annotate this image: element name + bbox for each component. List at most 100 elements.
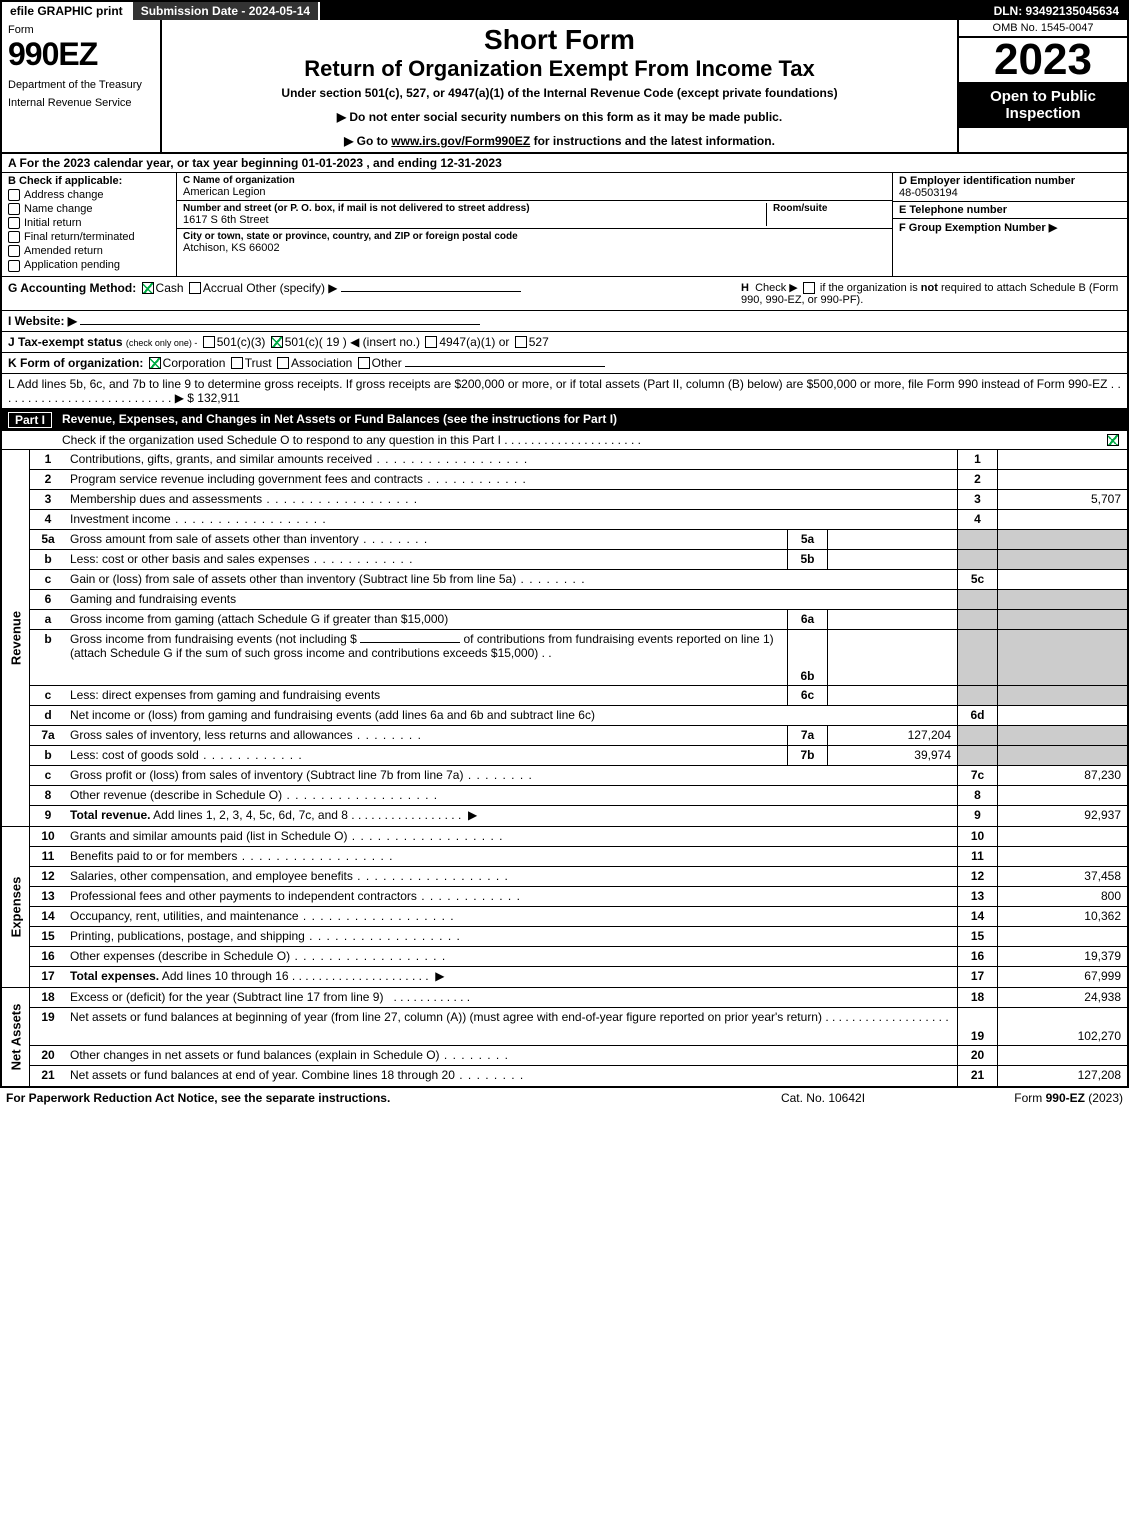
- org-street: 1617 S 6th Street: [183, 214, 766, 226]
- chk-association[interactable]: [277, 357, 289, 369]
- tax-year: 2023: [959, 38, 1127, 82]
- line-5b: bLess: cost or other basis and sales exp…: [30, 550, 1127, 570]
- amt-3: 5,707: [997, 490, 1127, 509]
- submission-date: Submission Date - 2024-05-14: [133, 2, 320, 20]
- chk-501c[interactable]: [271, 336, 283, 348]
- line-h: H Check ▶ if the organization is not req…: [741, 281, 1121, 306]
- line-6a: aGross income from gaming (attach Schedu…: [30, 610, 1127, 630]
- amt-21: 127,208: [997, 1066, 1127, 1086]
- row-l: L Add lines 5b, 6c, and 7b to line 9 to …: [2, 374, 1127, 409]
- line-7b: bLess: cost of goods sold7b39,974: [30, 746, 1127, 766]
- line-13: 13Professional fees and other payments t…: [30, 887, 1127, 907]
- irs-label: Internal Revenue Service: [8, 97, 154, 109]
- revenue-label: Revenue: [2, 450, 30, 826]
- chk-accrual[interactable]: [189, 282, 201, 294]
- part-i-sub: Check if the organization used Schedule …: [2, 431, 1127, 450]
- amt-17: 67,999: [997, 967, 1127, 987]
- expenses-section: Expenses 10Grants and similar amounts pa…: [2, 827, 1127, 988]
- line-5a: 5aGross amount from sale of assets other…: [30, 530, 1127, 550]
- line-16: 16Other expenses (describe in Schedule O…: [30, 947, 1127, 967]
- short-form-title: Short Form: [168, 24, 951, 56]
- section-b: B Check if applicable: Address change Na…: [2, 173, 177, 276]
- part-i-bar: Part I Revenue, Expenses, and Changes in…: [2, 409, 1127, 431]
- form-number: 990EZ: [8, 36, 154, 73]
- line-a: A For the 2023 calendar year, or tax yea…: [2, 154, 1127, 173]
- footer-cat: Cat. No. 10642I: [723, 1091, 923, 1105]
- chk-address-change[interactable]: Address change: [8, 189, 170, 201]
- line-6b: bGross income from fundraising events (n…: [30, 630, 1127, 686]
- chk-name-change[interactable]: Name change: [8, 203, 170, 215]
- section-b-c-d: B Check if applicable: Address change Na…: [2, 173, 1127, 277]
- irs-link[interactable]: www.irs.gov/Form990EZ: [391, 134, 530, 148]
- org-name: American Legion: [183, 186, 886, 198]
- line-3: 3Membership dues and assessments35,707: [30, 490, 1127, 510]
- line-1: 1Contributions, gifts, grants, and simil…: [30, 450, 1127, 470]
- chk-final-return[interactable]: Final return/terminated: [8, 231, 170, 243]
- section-d: D Employer identification number 48-0503…: [892, 173, 1127, 276]
- amt-7c: 87,230: [997, 766, 1127, 785]
- net-assets-section: Net Assets 18Excess or (deficit) for the…: [2, 988, 1127, 1086]
- row-j: J Tax-exempt status (check only one) - 5…: [2, 332, 1127, 353]
- form-header: Form 990EZ Department of the Treasury In…: [2, 20, 1127, 154]
- amt-12: 37,458: [997, 867, 1127, 886]
- chk-application-pending[interactable]: Application pending: [8, 259, 170, 271]
- open-inspection: Open to Public Inspection: [959, 82, 1127, 128]
- revenue-section: Revenue 1Contributions, gifts, grants, a…: [2, 450, 1127, 827]
- line-4: 4Investment income4: [30, 510, 1127, 530]
- line-21: 21Net assets or fund balances at end of …: [30, 1066, 1127, 1086]
- footer-right: Form 990-EZ (2023): [923, 1091, 1123, 1105]
- amt-9: 92,937: [997, 806, 1127, 826]
- amt-13: 800: [997, 887, 1127, 906]
- val-7a: 127,204: [827, 726, 957, 745]
- line-9: 9Total revenue. Add lines 1, 2, 3, 4, 5c…: [30, 806, 1127, 826]
- gross-receipts: $ 132,911: [187, 391, 240, 405]
- line-5c: cGain or (loss) from sale of assets othe…: [30, 570, 1127, 590]
- chk-cash[interactable]: [142, 282, 154, 294]
- chk-corporation[interactable]: [149, 357, 161, 369]
- net-assets-label: Net Assets: [2, 988, 30, 1086]
- chk-other-org[interactable]: [358, 357, 370, 369]
- expenses-label: Expenses: [2, 827, 30, 987]
- form-word: Form: [8, 24, 154, 36]
- form-page: efile GRAPHIC print Submission Date - 20…: [0, 0, 1129, 1088]
- line-7a: 7aGross sales of inventory, less returns…: [30, 726, 1127, 746]
- chk-501c3[interactable]: [203, 336, 215, 348]
- amt-19: 102,270: [997, 1008, 1127, 1045]
- ein: 48-0503194: [899, 187, 1121, 199]
- line-11: 11Benefits paid to or for members11: [30, 847, 1127, 867]
- section-c: C Name of organization American Legion N…: [177, 173, 892, 276]
- form-title: Return of Organization Exempt From Incom…: [168, 56, 951, 82]
- row-g-h: G Accounting Method: Cash Accrual Other …: [2, 277, 1127, 311]
- dln: DLN: 93492135045634: [986, 2, 1127, 20]
- top-bar: efile GRAPHIC print Submission Date - 20…: [2, 2, 1127, 20]
- line-6d: dNet income or (loss) from gaming and fu…: [30, 706, 1127, 726]
- val-7b: 39,974: [827, 746, 957, 765]
- line-6c: cLess: direct expenses from gaming and f…: [30, 686, 1127, 706]
- amt-16: 19,379: [997, 947, 1127, 966]
- line-2: 2Program service revenue including gover…: [30, 470, 1127, 490]
- footer-left: For Paperwork Reduction Act Notice, see …: [6, 1091, 723, 1105]
- line-7c: cGross profit or (loss) from sales of in…: [30, 766, 1127, 786]
- chk-schedule-o[interactable]: [1107, 434, 1119, 446]
- line-8: 8Other revenue (describe in Schedule O)8: [30, 786, 1127, 806]
- chk-4947[interactable]: [425, 336, 437, 348]
- line-19: 19Net assets or fund balances at beginni…: [30, 1008, 1127, 1046]
- page-footer: For Paperwork Reduction Act Notice, see …: [0, 1088, 1129, 1108]
- chk-amended-return[interactable]: Amended return: [8, 245, 170, 257]
- line-17: 17Total expenses. Add lines 10 through 1…: [30, 967, 1127, 987]
- note-ssn: ▶ Do not enter social security numbers o…: [168, 110, 951, 124]
- org-city: Atchison, KS 66002: [183, 242, 886, 254]
- efile-label[interactable]: efile GRAPHIC print: [2, 2, 133, 20]
- line-20: 20Other changes in net assets or fund ba…: [30, 1046, 1127, 1066]
- row-i: I Website: ▶: [2, 311, 1127, 332]
- line-10: 10Grants and similar amounts paid (list …: [30, 827, 1127, 847]
- chk-527[interactable]: [515, 336, 527, 348]
- chk-h[interactable]: [803, 282, 815, 294]
- line-6: 6Gaming and fundraising events: [30, 590, 1127, 610]
- chk-initial-return[interactable]: Initial return: [8, 217, 170, 229]
- amt-14: 10,362: [997, 907, 1127, 926]
- chk-trust[interactable]: [231, 357, 243, 369]
- line-14: 14Occupancy, rent, utilities, and mainte…: [30, 907, 1127, 927]
- amt-18: 24,938: [997, 988, 1127, 1007]
- row-k: K Form of organization: Corporation Trus…: [2, 353, 1127, 374]
